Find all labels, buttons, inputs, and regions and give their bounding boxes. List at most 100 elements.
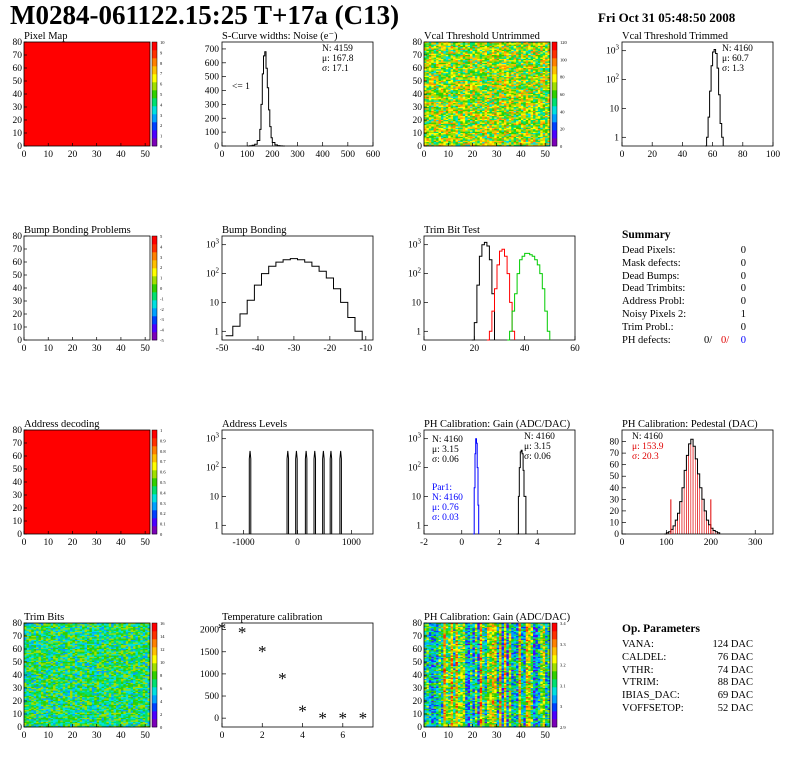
y-tick-label: 10 <box>210 298 220 308</box>
peak <box>249 451 251 534</box>
y-tick-label: 10 <box>610 104 620 114</box>
x-tick-label: 20 <box>68 150 78 160</box>
stat-line: N: 4160 <box>432 435 463 445</box>
x-tick-label: 40 <box>116 344 126 354</box>
x-tick-label: -2 <box>420 538 428 548</box>
palette-segment <box>552 58 557 66</box>
palette-label: 1 <box>160 276 162 281</box>
palette-segment <box>152 494 157 502</box>
y-tick-label: 30 <box>13 297 23 307</box>
palette-segment <box>152 446 157 454</box>
palette-label: 0.3 <box>160 501 166 506</box>
y-tick-label: 40 <box>13 90 23 100</box>
x-tick-label: 4 <box>535 538 540 548</box>
palette-segment <box>552 106 557 114</box>
palette-label: -1 <box>160 296 164 301</box>
palette-label: 0.5 <box>160 480 166 485</box>
peak <box>305 451 307 534</box>
stat-line: σ: 17.1 <box>322 64 349 74</box>
palette-segment <box>152 122 157 130</box>
y-tick-label: 30 <box>13 491 23 501</box>
palette-segment <box>552 50 557 58</box>
palette-label: -4 <box>160 328 164 333</box>
y-tick-exponent: 3 <box>418 432 422 440</box>
stat-line: Par1: <box>432 483 452 493</box>
stat-line: μ: 3.15 <box>432 445 459 455</box>
palette-label: 20 <box>560 127 565 132</box>
palette-label: 1 <box>160 428 162 433</box>
plot-title: S-Curve widths: Noise (e⁻) <box>222 31 338 42</box>
palette-label: 0.2 <box>160 511 166 516</box>
plot-title: Pixel Map <box>24 31 67 42</box>
chart-ph-pedestal: PH Calibration: Pedestal (DAC)0 100 200 300… <box>610 419 774 548</box>
y-tick-label: 30 <box>13 103 23 113</box>
palette-label: 80 <box>560 75 565 80</box>
y-tick-label: 300 <box>205 100 220 110</box>
x-tick-label: -40 <box>252 344 265 354</box>
x-tick-label: 300 <box>748 538 763 548</box>
plot-title: Bump Bonding Problems <box>24 225 131 236</box>
y-tick-label: 50 <box>13 77 23 87</box>
y-tick-label: 60 <box>413 64 423 74</box>
y-tick-label: 80 <box>13 232 23 242</box>
y-tick-label: 20 <box>13 116 23 126</box>
palette-segment <box>152 284 157 292</box>
x-tick-label: 40 <box>116 538 126 548</box>
x-tick-label: 30 <box>92 538 102 548</box>
series-line <box>664 439 720 534</box>
y-tick-label: 70 <box>13 245 23 255</box>
palette-segment <box>552 74 557 82</box>
x-tick-label: -20 <box>324 344 337 354</box>
y-tick-exponent: 3 <box>418 238 422 246</box>
x-tick-label: 60 <box>570 344 580 354</box>
palette-label: 120 <box>560 40 568 45</box>
x-tick-label: 0 <box>22 150 27 160</box>
y-tick-label: 200 <box>205 114 220 124</box>
plot-title: PH Calibration: Pedestal (DAC) <box>622 419 758 430</box>
y-tick-label: 102 <box>408 267 422 280</box>
y-tick-label: 102 <box>206 461 220 474</box>
series-line <box>472 242 495 340</box>
x-tick-label: 30 <box>492 150 502 160</box>
plot-title: Vcal Threshold Trimmed <box>622 31 729 42</box>
stat-line: N: 4159 <box>322 44 353 54</box>
y-tick-label: 40 <box>413 90 423 100</box>
palette-segment <box>152 90 157 98</box>
y-tick-label: 20 <box>13 310 23 320</box>
y-tick-label: 40 <box>610 484 620 494</box>
stat-line: μ: 3.15 <box>524 442 551 452</box>
palette-segment <box>152 66 157 74</box>
palette-segment <box>152 268 157 276</box>
y-tick-exponent: 2 <box>418 267 422 275</box>
palette-segment <box>552 130 557 138</box>
x-tick-label: 10 <box>443 150 453 160</box>
annotation-text: <= 1 <box>232 82 250 92</box>
y-tick-label: 1 <box>214 521 219 531</box>
y-tick-label: 50 <box>413 77 423 87</box>
palette-segment <box>152 98 157 106</box>
palette-segment <box>152 276 157 284</box>
stat-line: σ: 1.3 <box>722 64 744 74</box>
x-tick-label: 20 <box>647 150 657 160</box>
palette-label: 40 <box>560 109 565 114</box>
y-tick-label: 50 <box>610 472 620 482</box>
palette-label: 100 <box>560 57 568 62</box>
palette-segment <box>152 130 157 138</box>
plot-title: Vcal Threshold Untrimmed <box>424 31 541 42</box>
series-line <box>473 439 479 534</box>
palette-label: 2 <box>160 265 162 270</box>
x-tick-label: 500 <box>341 150 356 160</box>
y-tick-label: 10 <box>412 298 422 308</box>
y-tick-label: 50 <box>13 271 23 281</box>
plot-frame <box>622 42 773 146</box>
palette-segment <box>152 74 157 82</box>
palette-label: 7 <box>160 71 163 76</box>
y-tick-label: 70 <box>610 449 620 459</box>
y-tick-label: 0 <box>17 142 22 152</box>
x-tick-label: 40 <box>678 150 688 160</box>
y-tick-label: 10 <box>13 129 23 139</box>
y-tick-label: 1 <box>214 327 219 337</box>
y-tick-label: 40 <box>13 284 23 294</box>
